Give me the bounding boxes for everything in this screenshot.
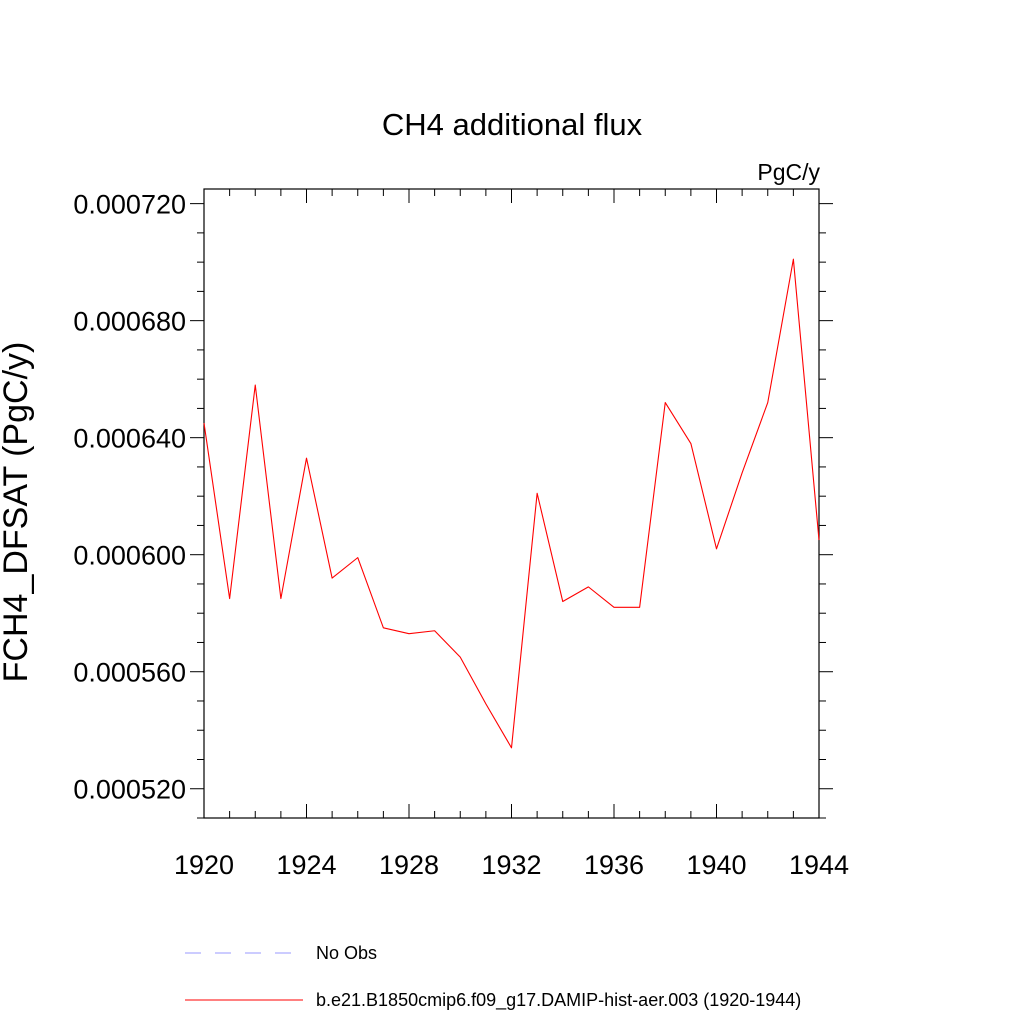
- y-tick-label: 0.000720: [73, 190, 186, 220]
- data-layer: [203, 258, 820, 749]
- y-tick-label: 0.000680: [73, 307, 186, 337]
- chart-title: CH4 additional flux: [382, 107, 643, 142]
- legend-label-no-obs: No Obs: [316, 943, 377, 963]
- x-tick-label: 1920: [174, 850, 234, 880]
- legend-label-model: b.e21.B1850cmip6.f09_g17.DAMIP-hist-aer.…: [316, 990, 801, 1011]
- x-tick-label: 1940: [686, 850, 746, 880]
- y-tick-label: 0.000600: [73, 541, 186, 571]
- axes: 1920 1924 1928 1932 1936 1940 1944 0.000520 0.00…: [73, 189, 849, 880]
- units-label: PgC/y: [757, 159, 820, 185]
- y-tick-label: 0.000560: [73, 658, 186, 688]
- y-tick-label: 0.000520: [73, 775, 186, 805]
- legend: No Obs b.e21.B1850cmip6.f09_g17.DAMIP-hi…: [185, 943, 801, 1011]
- x-tick-label: 1928: [379, 850, 439, 880]
- y-tick-label: 0.000640: [73, 424, 186, 454]
- y-axis-label: FCH4_DFSAT (PgC/y): [0, 342, 35, 683]
- x-tick-label: 1924: [276, 850, 336, 880]
- x-tick-label: 1936: [584, 850, 644, 880]
- x-tick-label: 1944: [789, 850, 849, 880]
- series-line: [203, 258, 820, 749]
- plot-frame: [203, 188, 820, 819]
- x-tick-label: 1932: [481, 850, 541, 880]
